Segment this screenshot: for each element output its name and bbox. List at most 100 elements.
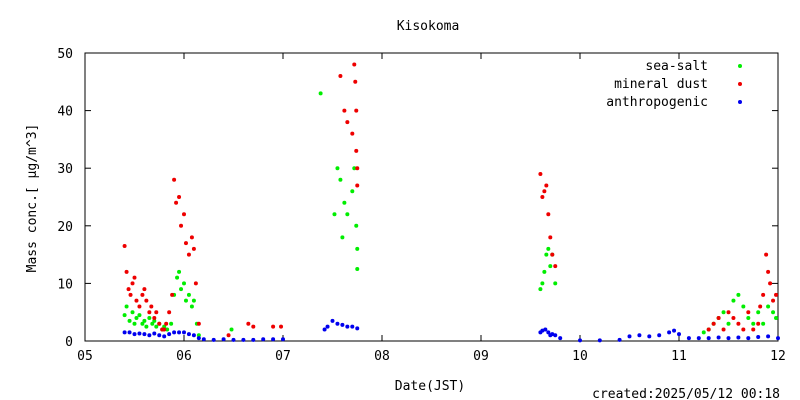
data-point	[179, 223, 184, 228]
data-point	[731, 298, 736, 303]
data-point	[548, 264, 553, 269]
y-tick-label: 10	[57, 277, 73, 292]
data-point	[546, 212, 551, 217]
data-point	[172, 177, 177, 182]
data-point	[771, 310, 776, 315]
y-tick-label: 20	[57, 220, 73, 235]
data-point	[271, 324, 276, 329]
data-point	[546, 246, 551, 251]
data-point	[137, 331, 142, 336]
data-point	[774, 315, 779, 320]
data-point	[196, 333, 201, 338]
data-point	[167, 310, 172, 315]
data-point	[134, 315, 139, 320]
data-point	[191, 246, 196, 251]
data-point	[647, 334, 652, 339]
data-point	[251, 324, 256, 329]
data-point	[134, 298, 139, 303]
data-point	[147, 315, 152, 320]
data-point	[721, 327, 726, 332]
data-point	[543, 327, 548, 332]
legend-label: sea-salt	[645, 59, 708, 74]
data-point	[177, 330, 182, 335]
x-tick-label: 12	[770, 349, 786, 364]
data-point	[137, 304, 142, 309]
data-point	[342, 108, 347, 113]
y-tick-label: 0	[65, 335, 73, 350]
data-point	[540, 195, 545, 199]
data-point	[126, 287, 131, 292]
data-point	[162, 334, 167, 339]
data-point	[766, 334, 771, 339]
data-point	[186, 292, 191, 297]
data-point	[546, 330, 551, 335]
y-tick-label: 50	[57, 47, 73, 62]
data-point	[279, 324, 284, 329]
data-point	[340, 235, 345, 240]
data-point	[696, 336, 701, 341]
data-point	[157, 333, 162, 338]
data-point	[122, 243, 127, 248]
data-point	[229, 327, 234, 332]
data-point	[325, 324, 330, 329]
data-point	[355, 326, 360, 331]
data-point	[716, 315, 721, 320]
data-point	[162, 327, 167, 332]
data-point	[241, 337, 246, 342]
data-point	[597, 338, 602, 343]
plot-frame	[84, 52, 779, 342]
data-point	[550, 252, 555, 257]
data-point	[201, 337, 206, 342]
data-point	[157, 321, 162, 326]
x-tick-label: 09	[473, 349, 489, 364]
data-point	[355, 183, 360, 188]
data-point	[677, 332, 681, 337]
data-point	[179, 287, 184, 292]
data-point	[756, 321, 761, 326]
data-point	[144, 298, 149, 303]
data-point	[766, 304, 771, 309]
created-footer: created:2025/05/12 00:18	[592, 387, 780, 400]
data-point	[130, 281, 135, 286]
data-point	[183, 241, 188, 246]
data-point	[553, 333, 558, 338]
legend-label: mineral dust	[614, 77, 708, 92]
data-point	[137, 313, 142, 318]
data-point	[353, 79, 358, 84]
data-points	[122, 62, 780, 343]
data-point	[701, 330, 706, 335]
data-point	[726, 336, 731, 341]
data-point	[127, 330, 132, 335]
data-point	[741, 304, 746, 309]
data-point	[167, 332, 172, 337]
data-point	[154, 324, 159, 329]
data-point	[354, 108, 359, 113]
data-point	[318, 91, 323, 96]
data-point	[170, 292, 175, 297]
data-point	[174, 200, 179, 205]
data-point	[132, 321, 137, 326]
data-point	[553, 264, 558, 269]
data-point	[281, 337, 285, 342]
data-point	[152, 315, 157, 320]
data-point	[761, 292, 766, 297]
data-point	[261, 337, 266, 342]
data-point	[144, 324, 149, 329]
data-point	[721, 310, 726, 315]
data-point	[345, 212, 350, 217]
data-point	[142, 332, 147, 337]
data-point	[746, 336, 751, 341]
data-point	[338, 177, 343, 182]
data-point	[193, 281, 198, 286]
data-point	[132, 332, 137, 337]
data-point	[350, 189, 355, 194]
y-axis: 0 10 20 30 40 50	[57, 47, 778, 350]
data-point	[726, 310, 731, 315]
data-point	[152, 318, 157, 323]
data-point	[189, 304, 194, 309]
y-axis-label: Mass conc.[ μg/m^3]	[25, 124, 40, 273]
data-point	[355, 246, 360, 251]
data-point	[354, 223, 359, 228]
data-point	[183, 298, 188, 303]
